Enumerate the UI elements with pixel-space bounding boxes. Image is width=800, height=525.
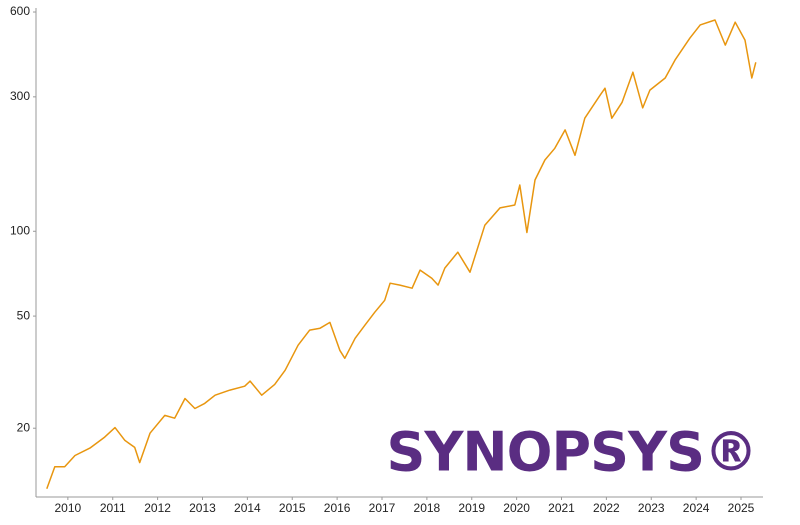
x-tick-label: 2025 bbox=[728, 501, 755, 515]
logo: SYNOPSYS® bbox=[386, 421, 757, 484]
x-tick-label: 2013 bbox=[189, 501, 216, 515]
x-tick-label: 2016 bbox=[324, 501, 351, 515]
y-tick-label: 20 bbox=[17, 420, 31, 434]
x-tick-label: 2020 bbox=[503, 501, 530, 515]
y-tick-label: 50 bbox=[17, 308, 31, 322]
x-tick-label: 2012 bbox=[144, 501, 171, 515]
x-tick-label: 2010 bbox=[55, 501, 82, 515]
x-tick-label: 2011 bbox=[100, 501, 126, 515]
x-tick-label: 2023 bbox=[638, 501, 665, 515]
x-tick-label: 2021 bbox=[548, 501, 575, 515]
y-tick-label: 600 bbox=[10, 4, 30, 18]
x-tick-label: 2019 bbox=[458, 501, 485, 515]
x-tick-label: 2014 bbox=[234, 501, 261, 515]
price-line bbox=[46, 19, 757, 489]
y-tick-label: 100 bbox=[10, 223, 30, 237]
x-tick-label: 2018 bbox=[414, 501, 441, 515]
x-tick-label: 2022 bbox=[593, 501, 620, 515]
y-tick-label: 300 bbox=[10, 89, 30, 103]
x-tick-label: 2024 bbox=[683, 501, 710, 515]
x-tick-label: 2017 bbox=[369, 501, 396, 515]
x-tick-label: 2015 bbox=[279, 501, 306, 515]
